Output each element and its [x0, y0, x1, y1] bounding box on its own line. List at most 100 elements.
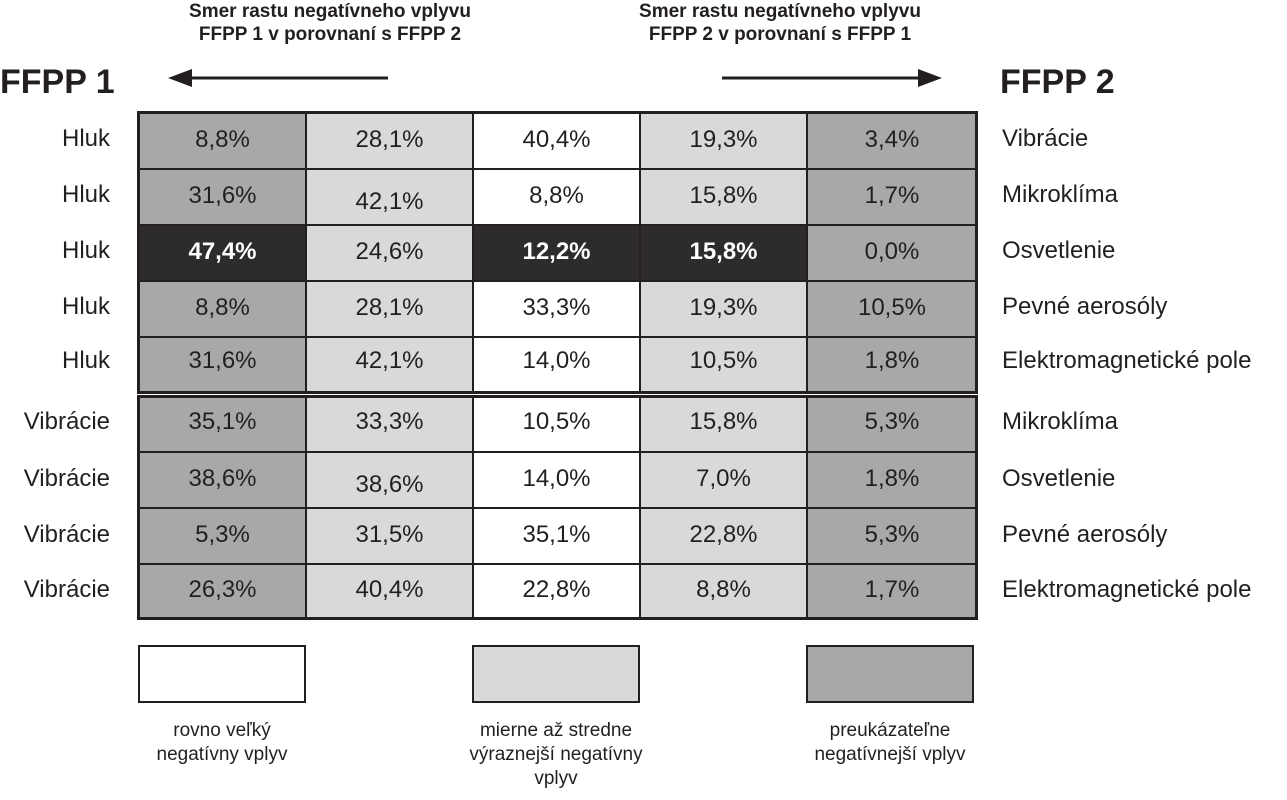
- matrix-cell: 22,8%: [472, 563, 641, 620]
- right-factor-label: Elektromagnetické pole: [1002, 347, 1252, 374]
- matrix-cell: 35,1%: [472, 507, 641, 565]
- matrix-cell-value: 0,0%: [864, 238, 920, 265]
- left-factor-label: Hluk: [61, 293, 110, 320]
- matrix-cell-value: 38,6%: [188, 465, 257, 492]
- legend-label-light: mierne až stredne výraznejší negatívny v…: [436, 719, 676, 791]
- matrix-cell: 7,0%: [639, 451, 808, 509]
- header-left-line1: Smer rastu negatívneho vplyvu: [189, 1, 471, 22]
- matrix-cell-value: 10,5%: [857, 294, 927, 321]
- matrix-cell: 35,1%: [138, 396, 307, 453]
- legend-swatch-light: [472, 645, 640, 703]
- legend-label-mid: preukázateľne negatívnejší vplyv: [780, 719, 1000, 767]
- right-factor-label: Pevné aerosóly: [1002, 293, 1168, 320]
- left-factor-label: Vibrácie: [23, 408, 110, 435]
- header-left-line2: FFPP 1 v porovnaní s FFPP 2: [198, 24, 462, 45]
- left-factor-label: Vibrácie: [23, 521, 110, 548]
- matrix-cell-value: 7,0%: [696, 465, 751, 492]
- matrix-cell-value: 12,2%: [522, 238, 591, 265]
- matrix-cell-value: 1,7%: [864, 182, 920, 209]
- ffpp2-label: FFPP 2: [1000, 63, 1115, 101]
- legend-label-line: preukázateľne: [829, 720, 951, 741]
- matrix-cell: 31,6%: [138, 336, 307, 394]
- matrix-cell: 1,7%: [806, 168, 978, 226]
- matrix-cell: 40,4%: [305, 563, 474, 620]
- legend-label-white: rovno veľký negatívny vplyv: [110, 719, 334, 767]
- header-right-line2: FFPP 2 v porovnaní s FFPP 1: [648, 24, 912, 45]
- matrix-cell-value: 26,3%: [188, 576, 257, 603]
- matrix-cell-value: 47,4%: [188, 238, 257, 265]
- left-factor-label: Hluk: [61, 181, 110, 208]
- matrix-cell-value: 5,3%: [195, 521, 250, 548]
- left-factor-label: Hluk: [61, 347, 110, 374]
- matrix-cell-value: 31,6%: [188, 347, 257, 374]
- ffpp1-label: FFPP 1: [0, 63, 115, 101]
- matrix-cell-value: 35,1%: [188, 408, 257, 435]
- matrix-cell: 8,8%: [138, 280, 307, 338]
- right-factor-label: Mikroklíma: [1002, 181, 1119, 208]
- matrix-cell-value: 15,8%: [689, 182, 758, 209]
- right-factor-label: Vibrácie: [1002, 125, 1089, 152]
- matrix-cell-value: 10,5%: [522, 408, 591, 435]
- matrix-cell-value: 3,4%: [864, 126, 920, 153]
- matrix-block-outline: [137, 395, 978, 620]
- legend-swatch-white: [138, 645, 306, 703]
- matrix-cell-value: 1,8%: [864, 347, 920, 374]
- left-factor-label: Vibrácie: [23, 465, 110, 492]
- matrix-cell-value: 5,3%: [864, 521, 920, 548]
- matrix-cell: 10,5%: [639, 336, 808, 394]
- left-factor-label: Hluk: [61, 237, 110, 264]
- matrix-cell-value: 19,3%: [689, 294, 758, 321]
- legend-label-line: rovno veľký: [173, 720, 271, 741]
- matrix-cell: 47,4%: [138, 224, 307, 282]
- matrix-cell-value: 28,1%: [355, 294, 424, 321]
- matrix-cell-value: 24,6%: [355, 238, 424, 265]
- matrix-cell-value: 40,4%: [522, 126, 591, 153]
- matrix-block-outline: [137, 111, 978, 394]
- right-factor-label: Mikroklíma: [1002, 408, 1119, 435]
- matrix-cell-value: 8,8%: [195, 294, 250, 321]
- matrix-cell-value: 35,1%: [522, 521, 591, 548]
- header-right-line1: Smer rastu negatívneho vplyvu: [639, 1, 921, 22]
- matrix-cell-value: 19,3%: [689, 126, 758, 153]
- matrix-cell-value: 42,1%: [355, 347, 424, 374]
- right-factor-label: Pevné aerosóly: [1002, 521, 1168, 548]
- matrix-cell: 5,3%: [806, 507, 978, 565]
- legend-swatch-mid: [806, 645, 974, 703]
- matrix-cell: 24,6%: [305, 224, 474, 282]
- legend-label-line: negatívny vplyv: [156, 744, 288, 765]
- left-factor-label: Hluk: [61, 125, 110, 152]
- matrix-cell-value: 1,8%: [864, 465, 920, 492]
- right-factor-label: Osvetlenie: [1002, 237, 1116, 264]
- matrix-cell-value: 33,3%: [522, 294, 591, 321]
- left-factor-label: Vibrácie: [23, 576, 110, 603]
- matrix-cell-value: 28,1%: [355, 126, 424, 153]
- matrix-cell-value: 8,8%: [529, 182, 584, 209]
- matrix-cell-value: 8,8%: [696, 576, 751, 603]
- legend-label-line: mierne až stredne: [479, 720, 633, 741]
- matrix-cell: 33,3%: [472, 280, 641, 338]
- matrix-cell-value: 42,1%: [355, 188, 424, 215]
- matrix-cell-value: 22,8%: [689, 521, 758, 548]
- legend-label-line: vplyv: [534, 768, 578, 789]
- matrix-cell: 22,8%: [639, 507, 808, 565]
- matrix-cell: 31,6%: [138, 168, 307, 226]
- matrix-cell-value: 10,5%: [689, 347, 758, 374]
- matrix-cell: 40,4%: [472, 112, 641, 170]
- matrix-cell-value: 15,8%: [689, 238, 758, 265]
- legend-label-line: negatívnejší vplyv: [814, 744, 966, 765]
- matrix-cell-value: 14,0%: [522, 465, 591, 492]
- matrix-cell: 33,3%: [305, 396, 474, 453]
- matrix-cell-value: 15,8%: [689, 408, 758, 435]
- right-factor-label: Osvetlenie: [1002, 465, 1116, 492]
- matrix-cell-value: 33,3%: [355, 408, 424, 435]
- matrix-cell-value: 38,6%: [355, 471, 424, 498]
- header-right: Smer rastu negatívneho vplyvu FFPP 2 v p…: [570, 0, 990, 46]
- matrix-cell: 19,3%: [639, 112, 808, 170]
- matrix-cell-value: 22,8%: [522, 576, 591, 603]
- matrix-cell-value: 40,4%: [355, 576, 424, 603]
- matrix-cell-value: 1,7%: [864, 576, 920, 603]
- matrix-cell-value: 5,3%: [864, 408, 920, 435]
- matrix-cell: 8,8%: [138, 112, 307, 170]
- matrix-cell: 31,5%: [305, 507, 474, 565]
